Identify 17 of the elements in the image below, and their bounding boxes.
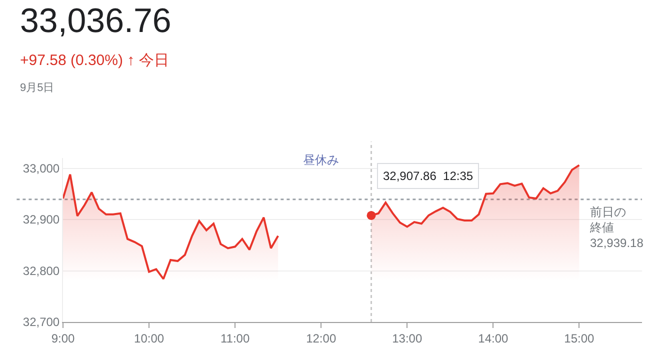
text: 9月5日	[20, 82, 54, 94]
x-tick-label: 12:00	[306, 331, 336, 346]
annotation: 32,907.86 12:35	[383, 169, 474, 183]
y-tick-label: 32,700	[22, 315, 60, 330]
x-tick-label: 10:00	[134, 331, 164, 346]
x-tick-label: 15:00	[564, 331, 595, 346]
y-tick-label: 32,900	[22, 212, 60, 227]
chart-subtitle: +97.58 (0.30%) ↑ 今日	[20, 52, 169, 69]
x-tick-label: 14:00	[478, 331, 508, 346]
annotation: 昼休み	[303, 153, 339, 167]
ref-line-label: 前日の終値 32,939.18	[589, 205, 644, 250]
y-tick-label: 32,800	[22, 264, 60, 278]
x-tick-label: 9:00	[51, 331, 75, 346]
chart-title: 33,036.76	[20, 2, 172, 40]
y-tick-label: 33,000	[22, 161, 60, 176]
x-tick-label: 13:00	[392, 331, 422, 346]
x-tick-label: 11:00	[220, 331, 250, 346]
